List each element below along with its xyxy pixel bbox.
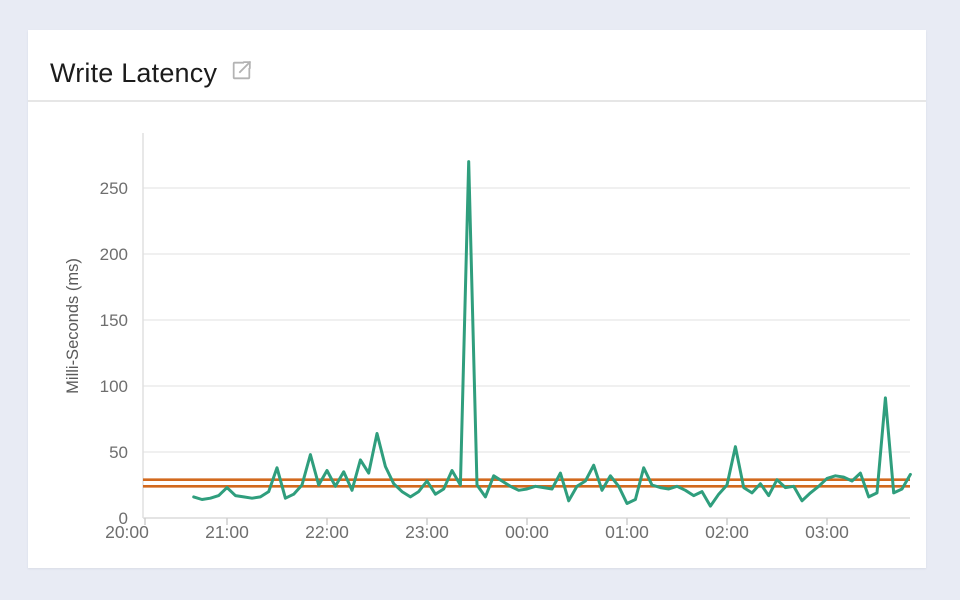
y-axis-title: Milli-Seconds (ms): [64, 258, 82, 394]
write-latency-card: Write Latency 0 50 100 150 200 250 20:00 21:00 2…: [28, 30, 926, 568]
svg-text:21:00: 21:00: [205, 522, 249, 542]
grid-lines: [143, 187, 910, 519]
svg-text:50: 50: [109, 443, 128, 462]
external-link-icon[interactable]: [229, 58, 254, 83]
svg-text:01:00: 01:00: [605, 522, 649, 542]
latency-chart: 0 50 100 150 200 250 20:00 21:00 22:00 23:00 00:00…: [64, 133, 912, 542]
svg-text:00:00: 00:00: [505, 522, 549, 542]
threshold-lines: [143, 478, 910, 488]
svg-text:100: 100: [100, 377, 128, 396]
svg-text:0: 0: [119, 509, 128, 528]
card-header: Write Latency: [28, 30, 926, 102]
svg-text:02:00: 02:00: [705, 522, 749, 542]
latency-series-line: [192, 160, 912, 508]
axis-labels: 0 50 100 150 200 250 20:00 21:00 22:00 23:00 00:00…: [100, 179, 850, 542]
svg-text:20:00: 20:00: [105, 522, 149, 542]
svg-text:150: 150: [100, 311, 128, 330]
svg-text:22:00: 22:00: [305, 522, 349, 542]
svg-text:23:00: 23:00: [405, 522, 449, 542]
page-title: Write Latency: [50, 57, 218, 88]
svg-text:03:00: 03:00: [805, 522, 849, 542]
svg-text:250: 250: [100, 179, 128, 198]
axes: [142, 133, 828, 525]
chart-area: 0 50 100 150 200 250 20:00 21:00 22:00 23:00 00:00…: [28, 102, 926, 565]
svg-text:200: 200: [100, 245, 128, 264]
